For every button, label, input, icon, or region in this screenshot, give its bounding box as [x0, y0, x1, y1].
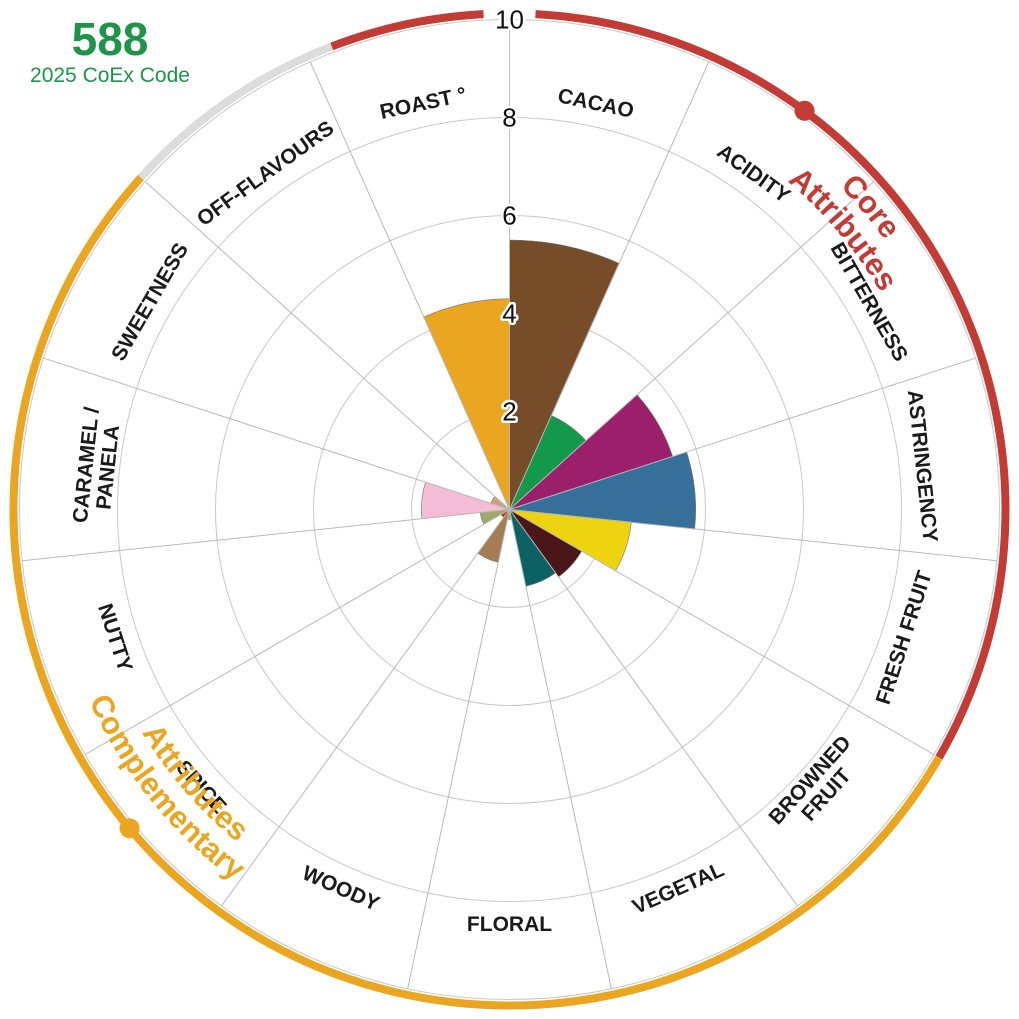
spoke-line — [509, 509, 935, 755]
spoke-line — [221, 509, 510, 907]
tick-layer: 2 4 6 8 10 — [493, 2, 527, 429]
category-label-cacao: CACAO — [556, 84, 636, 123]
category-label-acidity: ACIDITY — [713, 140, 794, 208]
ring-layer — [9, 10, 1010, 1010]
category-label-off-flavours: OFF-FLAVOURS — [193, 117, 338, 231]
spoke-line — [43, 357, 510, 510]
bar-layer — [421, 239, 696, 587]
tick-label: 10 — [495, 5, 524, 35]
tick-label: 8 — [502, 103, 516, 133]
spoke-line — [509, 509, 798, 907]
core-ring-arc-roast — [330, 10, 484, 51]
complementary-group-label: Complementary — [83, 689, 253, 888]
spoke-line — [84, 509, 510, 755]
category-label-caramel-panela: CARAMEL /PANELA — [68, 406, 125, 527]
core-ring-arc — [535, 10, 1010, 760]
category-label-fresh-fruit: FRESH FRUIT — [872, 568, 937, 707]
spoke-line — [509, 181, 874, 510]
spoke-line — [22, 509, 510, 562]
category-label-browned-fruit: BROWNEDFRUIT — [764, 731, 872, 843]
spoke-line — [407, 509, 510, 989]
sample-header: 588 2025 CoEx Code — [10, 14, 210, 88]
complementary-ring-dot — [119, 818, 140, 839]
category-label-vegetal: VEGETAL — [629, 858, 728, 919]
spoke-line — [145, 181, 510, 510]
sample-code: 588 — [71, 13, 149, 65]
spoke-line — [509, 357, 976, 510]
spoke-line — [509, 61, 710, 510]
bar-cacao — [509, 239, 620, 510]
category-label-sweetness: SWEETNESS — [107, 239, 193, 365]
tick-label: 2 — [502, 397, 516, 427]
sample-code-label: 2025 CoEx Code — [30, 64, 190, 87]
category-label-roast: ROAST ° — [378, 83, 469, 124]
tick-label: 4 — [502, 299, 516, 329]
category-label-floral: FLORAL — [467, 913, 552, 936]
spoke-layer — [22, 19, 997, 989]
spoke-line — [509, 509, 612, 989]
complementary-ring-arc — [9, 174, 943, 1010]
core-ring-dot — [794, 100, 815, 121]
bar-roast — [423, 298, 510, 510]
category-label-woody: WOODY — [299, 862, 383, 916]
spoke-line — [309, 61, 510, 510]
tick-label: 6 — [502, 201, 516, 231]
category-label-astringency: ASTRINGENCY — [903, 389, 942, 543]
spoke-line — [509, 509, 997, 562]
category-label-nutty: NUTTY — [93, 601, 137, 675]
